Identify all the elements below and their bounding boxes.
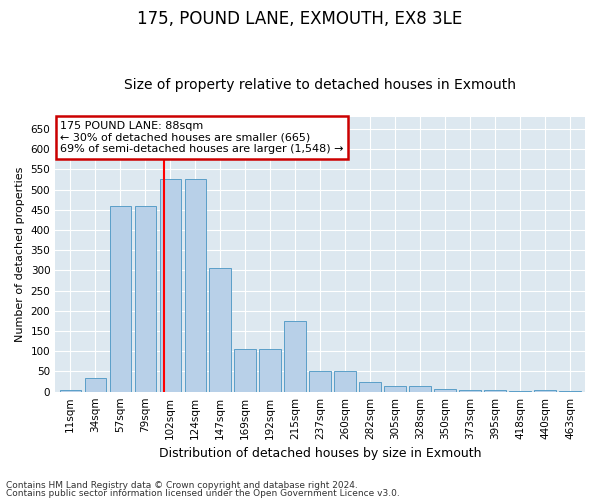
Bar	[160, 180, 181, 392]
Bar	[385, 386, 406, 392]
Bar	[310, 372, 331, 392]
Bar	[185, 180, 206, 392]
Bar	[134, 206, 156, 392]
Bar	[484, 390, 506, 392]
Text: 175, POUND LANE, EXMOUTH, EX8 3LE: 175, POUND LANE, EXMOUTH, EX8 3LE	[137, 10, 463, 28]
Bar	[409, 386, 431, 392]
Bar	[359, 382, 380, 392]
Bar	[85, 378, 106, 392]
Bar	[259, 349, 281, 392]
Bar	[284, 321, 306, 392]
Text: 175 POUND LANE: 88sqm
← 30% of detached houses are smaller (665)
69% of semi-det: 175 POUND LANE: 88sqm ← 30% of detached …	[61, 121, 344, 154]
Bar	[559, 391, 581, 392]
Y-axis label: Number of detached properties: Number of detached properties	[15, 166, 25, 342]
Bar	[334, 372, 356, 392]
Bar	[535, 390, 556, 392]
Bar	[509, 391, 530, 392]
Bar	[59, 390, 81, 392]
Text: Contains public sector information licensed under the Open Government Licence v3: Contains public sector information licen…	[6, 488, 400, 498]
Bar	[235, 349, 256, 392]
Bar	[209, 268, 231, 392]
X-axis label: Distribution of detached houses by size in Exmouth: Distribution of detached houses by size …	[159, 447, 481, 460]
Bar	[110, 206, 131, 392]
Title: Size of property relative to detached houses in Exmouth: Size of property relative to detached ho…	[124, 78, 516, 92]
Text: Contains HM Land Registry data © Crown copyright and database right 2024.: Contains HM Land Registry data © Crown c…	[6, 481, 358, 490]
Bar	[434, 389, 455, 392]
Bar	[460, 390, 481, 392]
